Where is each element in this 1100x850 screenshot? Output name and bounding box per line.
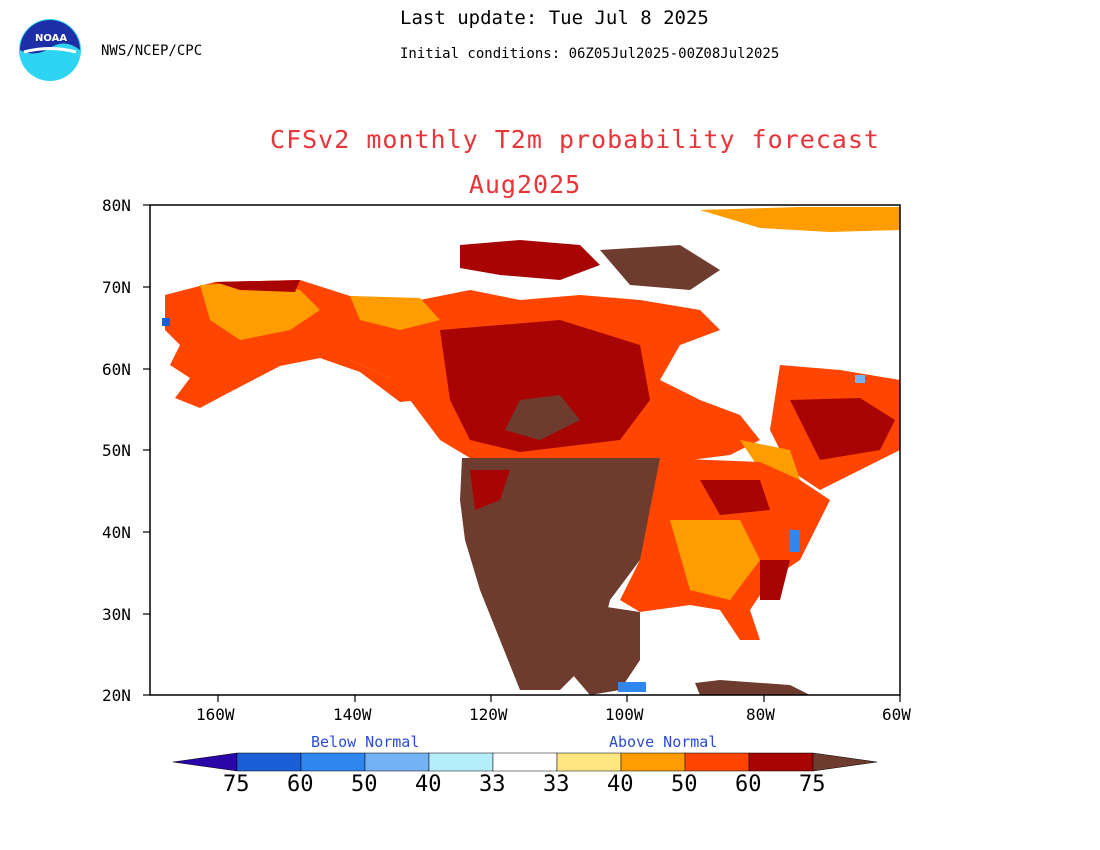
- lat-label-40n: 40N: [102, 523, 131, 542]
- colorbar-label: 75: [799, 772, 826, 797]
- map-subtitle: Aug2025: [468, 170, 582, 199]
- lon-label-60w: 60W: [882, 705, 911, 724]
- lon-label-100w: 100W: [605, 705, 644, 724]
- colorbar-label: 33: [543, 772, 570, 797]
- above-normal-label: Above Normal: [609, 733, 718, 751]
- noaa-logo-text: NOAA: [35, 33, 68, 44]
- colorbar-label: 75: [223, 772, 250, 797]
- colorbar-label: 33: [479, 772, 506, 797]
- lat-label-20n: 20N: [102, 686, 131, 705]
- colorbar: [172, 752, 878, 772]
- lat-label-30n: 30N: [102, 605, 131, 624]
- colorbar-label: 60: [287, 772, 314, 797]
- colorbar-label: 40: [607, 772, 634, 797]
- agency-label: NWS/NCEP/CPC: [101, 43, 203, 59]
- region-usa-west: [460, 458, 660, 690]
- lon-label-160w: 160W: [196, 705, 235, 724]
- colorbar-label: 50: [351, 772, 378, 797]
- lon-label-140w: 140W: [333, 705, 372, 724]
- colorbar-label: 60: [735, 772, 762, 797]
- lat-label-50n: 50N: [102, 441, 131, 460]
- colorbar-label: 40: [415, 772, 442, 797]
- map-title: CFSv2 monthly T2m probability forecast: [270, 125, 880, 154]
- below-normal-label: Below Normal: [311, 733, 420, 751]
- lat-label-60n: 60N: [102, 360, 131, 379]
- colorbar-label: 50: [671, 772, 698, 797]
- last-update: Last update: Tue Jul 8 2025: [400, 7, 709, 29]
- lat-label-80n: 80N: [102, 196, 131, 215]
- initial-conditions: Initial conditions: 06Z05Jul2025-00Z08Ju…: [400, 46, 780, 62]
- lon-label-80w: 80W: [746, 705, 775, 724]
- lat-label-70n: 70N: [102, 278, 131, 297]
- lon-label-120w: 120W: [469, 705, 508, 724]
- region-mexico: [540, 600, 640, 695]
